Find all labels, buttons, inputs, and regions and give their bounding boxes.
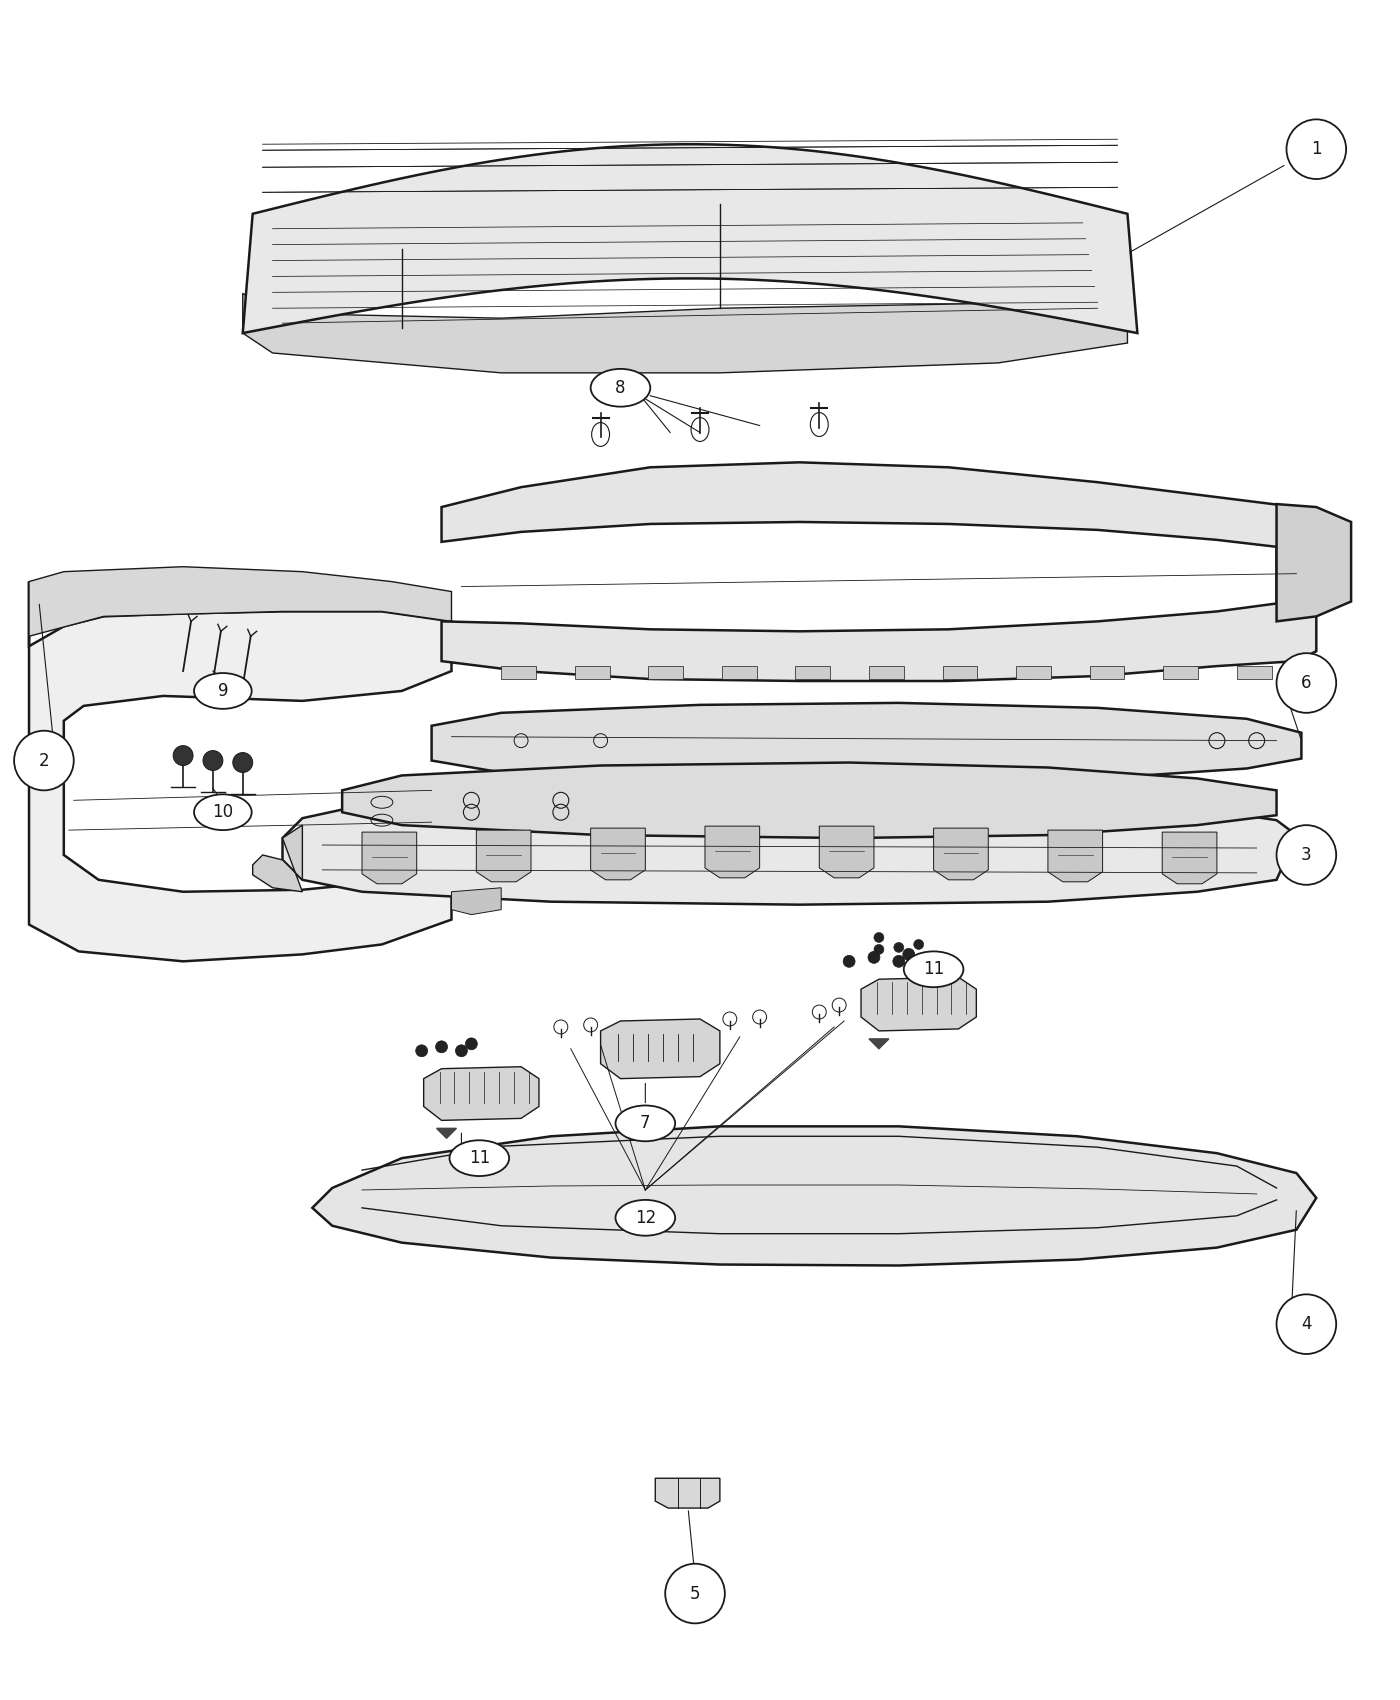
Circle shape <box>843 955 855 967</box>
Polygon shape <box>363 831 417 884</box>
Text: 1: 1 <box>1310 139 1322 158</box>
Text: 7: 7 <box>640 1115 651 1132</box>
Ellipse shape <box>616 1105 675 1141</box>
Polygon shape <box>869 1039 889 1049</box>
Ellipse shape <box>591 369 650 406</box>
Polygon shape <box>942 666 977 678</box>
Polygon shape <box>29 566 451 636</box>
Polygon shape <box>451 887 501 915</box>
Polygon shape <box>242 144 1137 333</box>
Polygon shape <box>795 666 830 678</box>
Circle shape <box>874 945 883 954</box>
Polygon shape <box>601 1018 720 1078</box>
Polygon shape <box>1016 666 1051 678</box>
Polygon shape <box>242 284 1127 372</box>
Polygon shape <box>861 977 976 1030</box>
Ellipse shape <box>616 1200 675 1236</box>
Polygon shape <box>591 828 645 881</box>
Circle shape <box>868 952 881 964</box>
Ellipse shape <box>449 1141 510 1176</box>
Polygon shape <box>252 824 302 892</box>
Circle shape <box>874 933 883 942</box>
Ellipse shape <box>195 794 252 830</box>
Polygon shape <box>722 666 756 678</box>
Text: 4: 4 <box>1301 1316 1312 1333</box>
Polygon shape <box>431 702 1302 782</box>
Polygon shape <box>655 1479 720 1508</box>
Circle shape <box>914 940 924 949</box>
Polygon shape <box>1163 666 1198 678</box>
Circle shape <box>455 1046 468 1057</box>
Polygon shape <box>934 828 988 881</box>
Text: 9: 9 <box>217 682 228 700</box>
Polygon shape <box>476 830 531 882</box>
Circle shape <box>1277 1294 1336 1353</box>
Circle shape <box>903 949 914 960</box>
Circle shape <box>14 731 74 790</box>
Polygon shape <box>648 666 683 678</box>
Ellipse shape <box>904 952 963 988</box>
Polygon shape <box>441 462 1316 682</box>
Polygon shape <box>819 826 874 877</box>
Circle shape <box>1277 824 1336 884</box>
Polygon shape <box>706 826 760 877</box>
Polygon shape <box>1162 831 1217 884</box>
Polygon shape <box>575 666 609 678</box>
Circle shape <box>665 1564 725 1623</box>
Circle shape <box>465 1039 477 1051</box>
Text: 5: 5 <box>690 1584 700 1603</box>
Polygon shape <box>501 666 536 678</box>
Circle shape <box>232 753 252 772</box>
Text: 12: 12 <box>634 1209 657 1227</box>
Polygon shape <box>312 1127 1316 1265</box>
Circle shape <box>893 955 904 967</box>
Text: 11: 11 <box>923 960 944 977</box>
Polygon shape <box>283 792 1296 904</box>
Circle shape <box>416 1046 427 1057</box>
Polygon shape <box>1049 830 1103 882</box>
Circle shape <box>893 942 904 952</box>
Text: 6: 6 <box>1301 673 1312 692</box>
Circle shape <box>1287 119 1347 178</box>
Circle shape <box>174 746 193 765</box>
Polygon shape <box>1236 666 1271 678</box>
Polygon shape <box>424 1066 539 1120</box>
Polygon shape <box>869 666 904 678</box>
Text: 8: 8 <box>615 379 626 396</box>
Polygon shape <box>1277 505 1351 622</box>
Polygon shape <box>437 1129 456 1139</box>
Text: 10: 10 <box>213 802 234 821</box>
Text: 2: 2 <box>39 751 49 770</box>
Polygon shape <box>29 581 451 960</box>
Text: 3: 3 <box>1301 847 1312 864</box>
Polygon shape <box>342 763 1277 838</box>
Text: 11: 11 <box>469 1149 490 1168</box>
Ellipse shape <box>195 673 252 709</box>
Circle shape <box>435 1040 448 1052</box>
Circle shape <box>1277 653 1336 712</box>
Polygon shape <box>1089 666 1124 678</box>
Circle shape <box>203 751 223 770</box>
